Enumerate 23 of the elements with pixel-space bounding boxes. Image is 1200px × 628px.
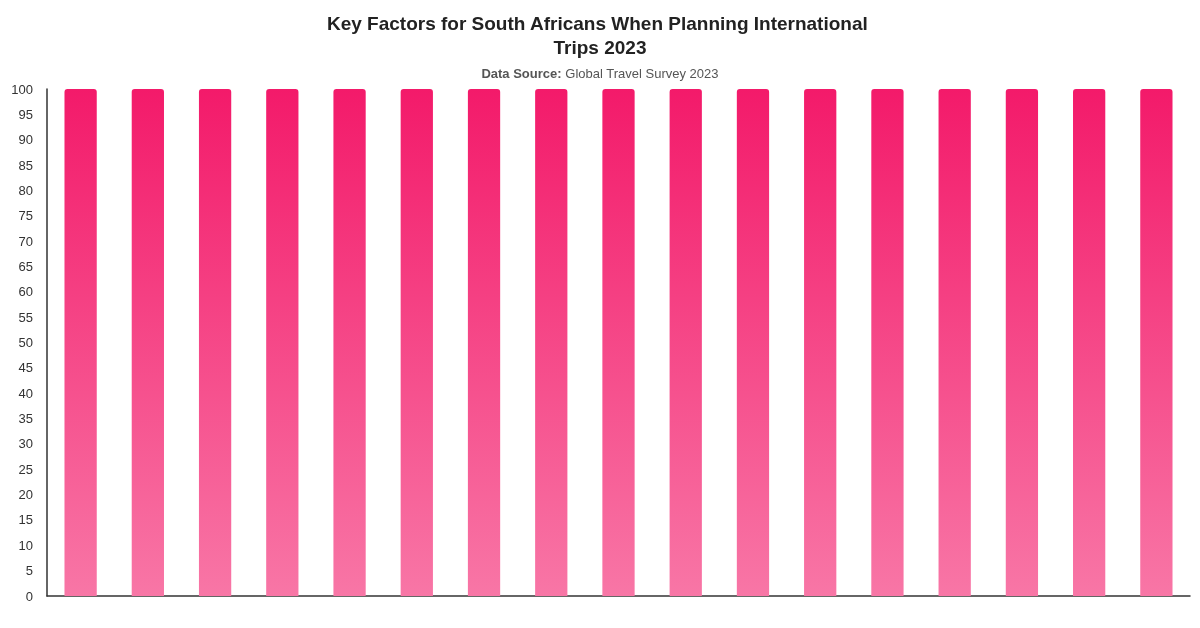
y-tick-label: 25 xyxy=(18,461,33,477)
y-tick-label: 15 xyxy=(18,512,33,528)
y-tick-label: 45 xyxy=(18,360,33,376)
y-tick-label: 65 xyxy=(18,258,33,274)
y-tick-label: 80 xyxy=(18,182,33,198)
y-tick-label: 20 xyxy=(18,487,33,503)
y-tick-label: 90 xyxy=(18,132,33,148)
y-tick-label: 35 xyxy=(18,411,33,427)
y-tick-label: 70 xyxy=(18,233,33,249)
y-tick-label: 5 xyxy=(25,563,33,579)
y-tick-label: 55 xyxy=(18,309,33,325)
y-tick-label: 95 xyxy=(18,106,33,122)
chart-subtitle: Data Source: Global Travel Survey 2023 xyxy=(481,66,719,81)
y-tick-label: 0 xyxy=(25,588,33,604)
y-tick-label: 40 xyxy=(18,385,33,401)
y-tick-label: 60 xyxy=(18,284,33,300)
y-tick-label: 50 xyxy=(18,335,33,350)
y-tick-label: 10 xyxy=(18,537,33,553)
y-tick-label: 85 xyxy=(18,157,33,173)
y-tick-label: 100 xyxy=(11,81,33,97)
y-tick-label: 30 xyxy=(18,436,33,452)
chart-title: Key Factors for South Africans When Planning International Trips 2023 xyxy=(326,12,874,58)
y-tick-label: 75 xyxy=(18,208,33,224)
